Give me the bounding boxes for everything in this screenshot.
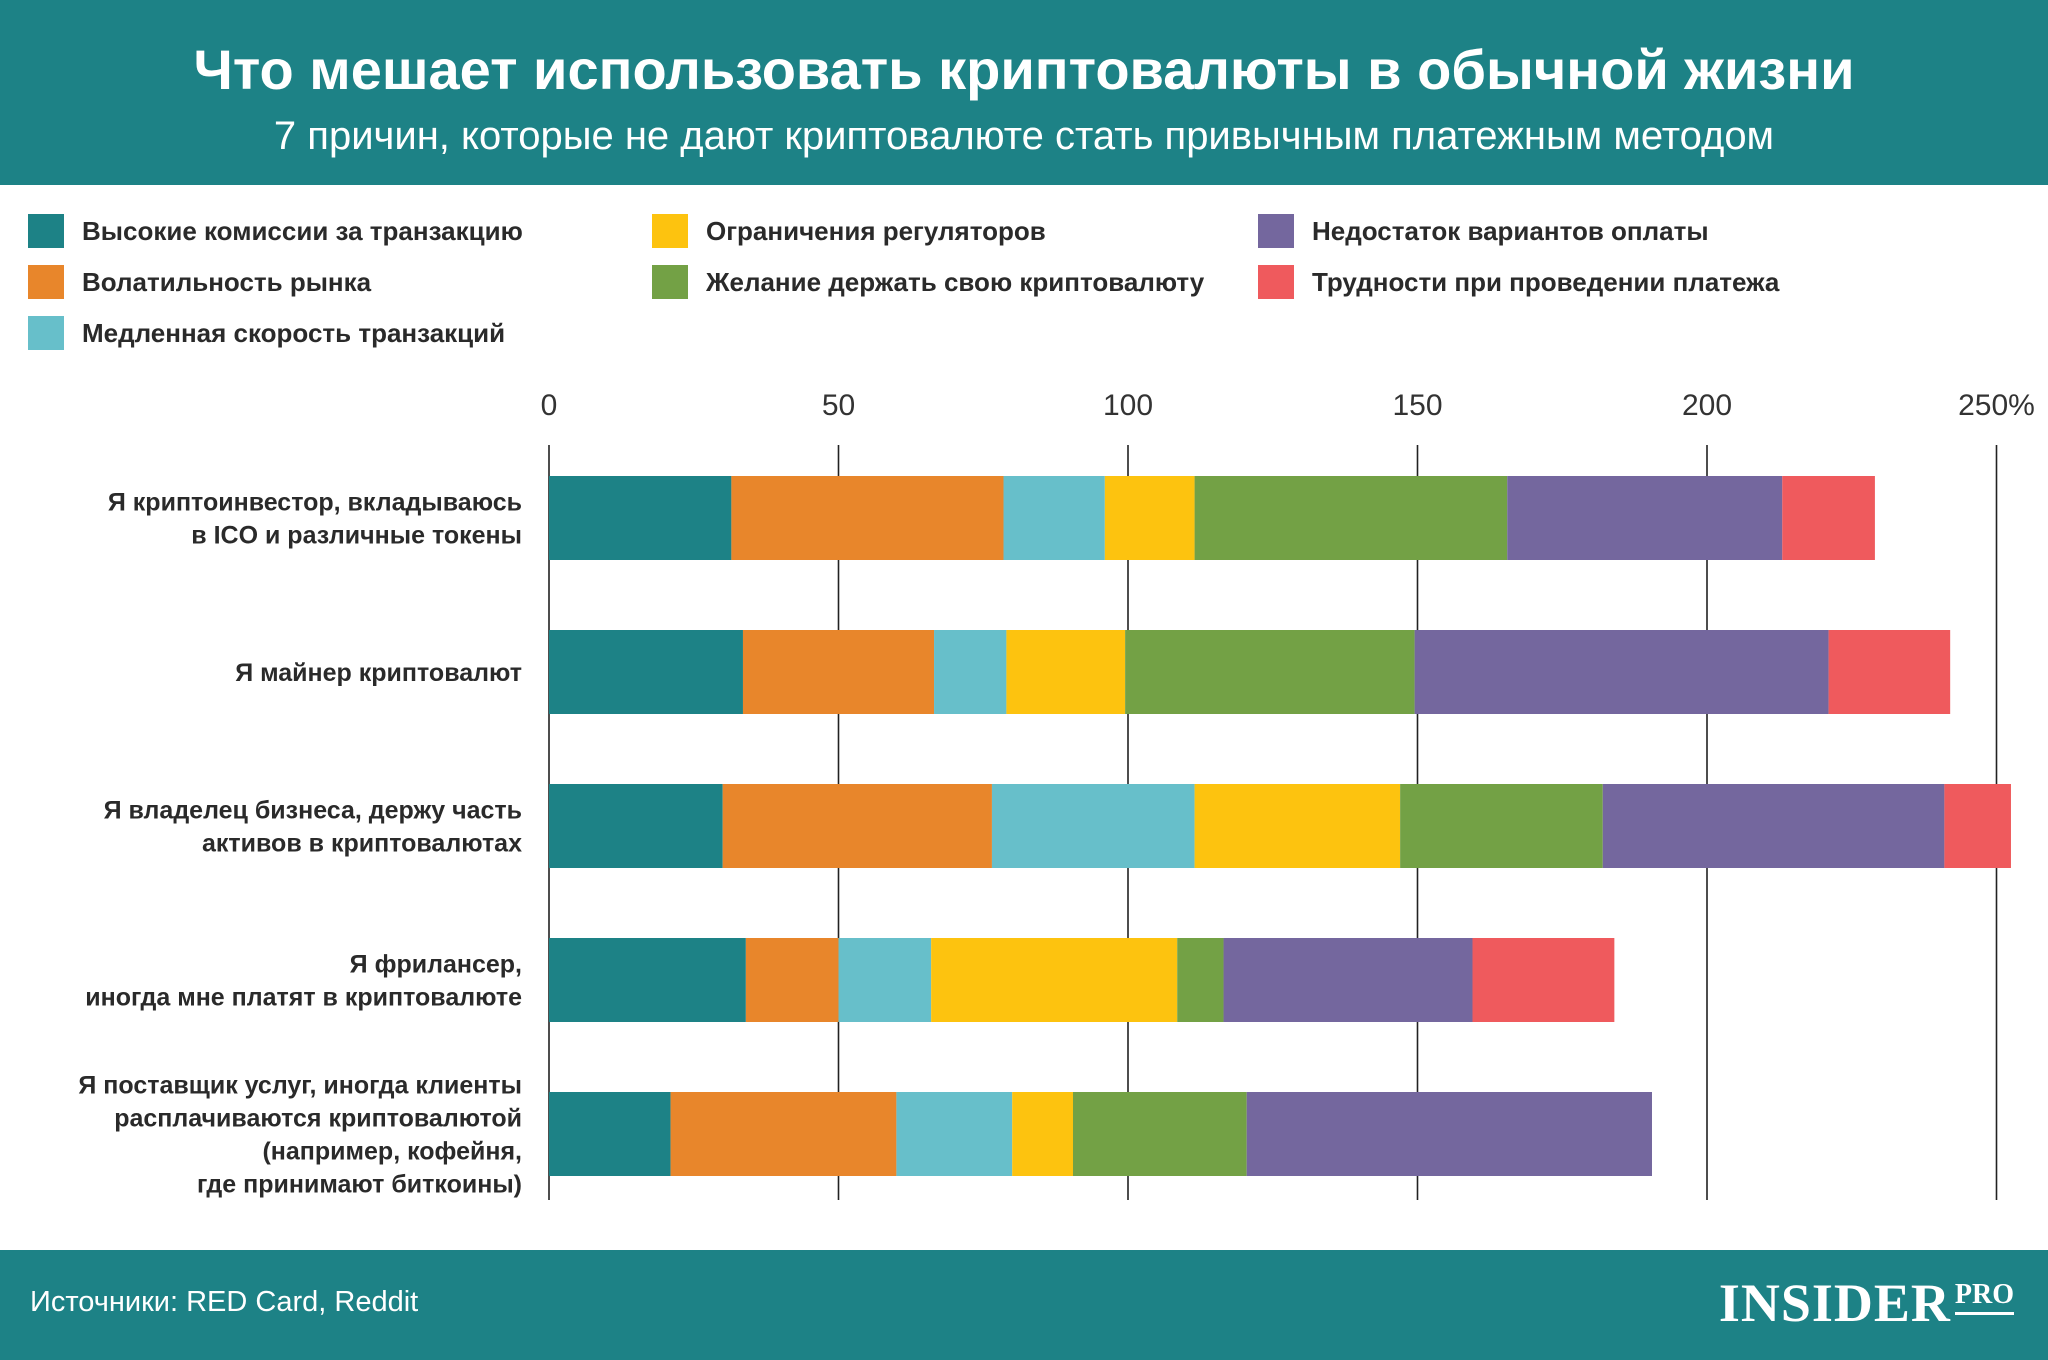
category-label: расплачиваются криптовалютой — [114, 1105, 522, 1133]
legend-swatch — [28, 265, 64, 299]
legend-swatch — [652, 214, 688, 248]
chart-title: Что мешает использовать криптовалюты в о… — [193, 38, 1855, 101]
legend-swatch — [28, 316, 64, 350]
stacked-bar-chart: 0 50 100 150 200 250% Я криптоинвестор, вклады… — [78, 389, 2035, 1200]
category-label: Я майнер криптовалют — [235, 659, 522, 687]
legend-swatch — [28, 214, 64, 248]
bar-segment — [745, 938, 839, 1022]
legend-label: Желание держать свою криптовалюту — [706, 266, 1205, 297]
bar-segment — [1006, 630, 1126, 714]
legend-label: Ограничения регуляторов — [706, 215, 1046, 246]
category-label: Я поставщик услуг, иногда клиенты — [78, 1072, 522, 1100]
bar-segment — [1104, 476, 1195, 560]
bar-segment — [1246, 1092, 1652, 1176]
bar-segment — [838, 938, 932, 1022]
footer: Источники: RED Card, Reddit INSIDER PRO — [0, 1250, 2048, 1360]
bar-segment — [1507, 476, 1783, 560]
legend-label: Недостаток вариантов оплаты — [1312, 215, 1709, 246]
bar-segment — [931, 938, 1178, 1022]
legend-item: Желание держать свою криптовалюту — [652, 264, 1204, 300]
bar-segment — [722, 784, 992, 868]
insider-pro-logo: INSIDER PRO — [1719, 1274, 2014, 1332]
bar-segment — [1223, 938, 1473, 1022]
bar-segment — [1414, 630, 1829, 714]
legend-swatch — [1258, 214, 1294, 248]
bar-segment — [1177, 938, 1224, 1022]
legend-label: Волатильность рынка — [82, 266, 372, 297]
bar-segment — [896, 1092, 1013, 1176]
bar-segment — [991, 784, 1195, 868]
legend: Высокие комиссии за транзакцию Волатильн… — [0, 205, 2048, 365]
legend-item: Недостаток вариантов оплаты — [1258, 213, 1709, 249]
bar-segment — [1602, 784, 1945, 868]
bar-segment — [1194, 476, 1508, 560]
legend-item: Высокие комиссии за транзакцию — [28, 213, 523, 249]
bar-segment — [1944, 784, 2011, 868]
category-label: где принимают биткоины) — [197, 1171, 522, 1199]
category-label: в ICO и различные токены — [191, 522, 522, 550]
legend-item: Медленная скорость транзакций — [28, 315, 505, 351]
x-tick-label: 50 — [822, 389, 855, 422]
bar-segment — [1012, 1092, 1073, 1176]
category-label: (например, кофейня, — [262, 1138, 522, 1166]
bar-segment — [1472, 938, 1615, 1022]
x-tick-label: 250% — [1958, 389, 2035, 422]
bar-segment — [1194, 784, 1401, 868]
legend-label: Медленная скорость транзакций — [82, 317, 506, 348]
category-label: иногда мне платят в криптовалюте — [85, 984, 522, 1012]
category-label: Я фрилансер, — [350, 951, 522, 979]
x-tick-label: 200 — [1682, 389, 1732, 422]
bar-segment — [1828, 630, 1951, 714]
bar-segment — [1400, 784, 1603, 868]
bar-segment — [670, 1092, 897, 1176]
legend-label: Трудности при проведении платежа — [1312, 266, 1780, 297]
bar-segment — [549, 784, 723, 868]
bar-segment — [934, 630, 1007, 714]
legend-item: Трудности при проведении платежа — [1258, 264, 1779, 300]
bar-segment — [1072, 1092, 1247, 1176]
category-label: Я владелец бизнеса, держу часть — [104, 797, 522, 825]
chart-subtitle: 7 причин, которые не дают криптовалюте с… — [273, 114, 1775, 158]
category-label: Я криптоинвестор, вкладываюсь — [108, 489, 522, 517]
bar-segment — [1003, 476, 1105, 560]
x-tick-label: 150 — [1392, 389, 1442, 422]
legend-swatch — [652, 265, 688, 299]
bar-segment — [549, 1092, 671, 1176]
bar-segment — [549, 630, 743, 714]
legend-swatch — [1258, 265, 1294, 299]
bar-segment — [731, 476, 1004, 560]
x-tick-label: 0 — [541, 389, 558, 422]
x-tick-label: 100 — [1103, 389, 1153, 422]
logo-main: INSIDER — [1718, 1273, 1951, 1333]
bar-segment — [1782, 476, 1875, 560]
header: Что мешает использовать криптовалюты в о… — [0, 0, 2048, 185]
logo-sub: PRO — [1954, 1280, 2014, 1315]
bar-segment — [549, 938, 746, 1022]
category-label: активов в криптовалютах — [202, 830, 522, 858]
source-text: Источники: RED Card, Reddit — [30, 1286, 419, 1318]
legend-item: Ограничения регуляторов — [652, 213, 1046, 249]
bar-segment — [549, 476, 732, 560]
bar-segment — [1125, 630, 1415, 714]
bar-segment — [742, 630, 935, 714]
legend-item: Волатильность рынка — [28, 264, 371, 300]
legend-label: Высокие комиссии за транзакцию — [82, 215, 523, 246]
